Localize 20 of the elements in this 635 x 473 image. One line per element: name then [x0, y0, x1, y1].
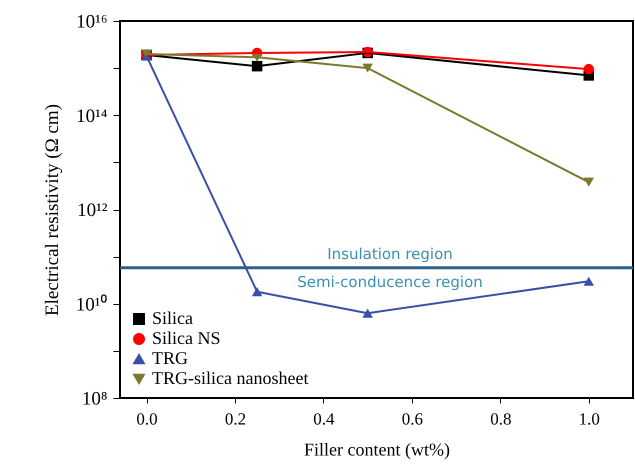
x-tick-label: 0.2	[224, 410, 246, 428]
y-tick-label: 10¹⁴	[76, 106, 108, 127]
annotation: Semi-conducence region	[297, 272, 483, 291]
legend-label: TRG-silica nanosheet	[152, 368, 308, 388]
x-tick-label: 0.8	[490, 410, 512, 428]
x-tick-label: 0.6	[402, 410, 424, 428]
legend-label: Silica	[152, 308, 194, 328]
y-tick-label: 10¹²	[77, 200, 108, 221]
legend-label: TRG	[152, 348, 188, 368]
annotation: Insulation region	[327, 244, 453, 263]
y-tick-label: 10¹⁰	[76, 293, 108, 316]
x-tick-label: 0.0	[136, 410, 158, 428]
y-axis-title: Electrical resistivity (Ω cm)	[42, 104, 63, 316]
x-axis-title: Filler content (wt%)	[304, 440, 450, 460]
x-tick-label: 0.4	[313, 410, 336, 428]
y-tick-label: 10¹⁶	[76, 12, 108, 32]
legend-label: Silica NS	[152, 328, 221, 348]
point	[584, 276, 594, 286]
y-tick-label: 10⁸	[82, 388, 108, 410]
x-tick-label: 1.0	[578, 410, 600, 428]
